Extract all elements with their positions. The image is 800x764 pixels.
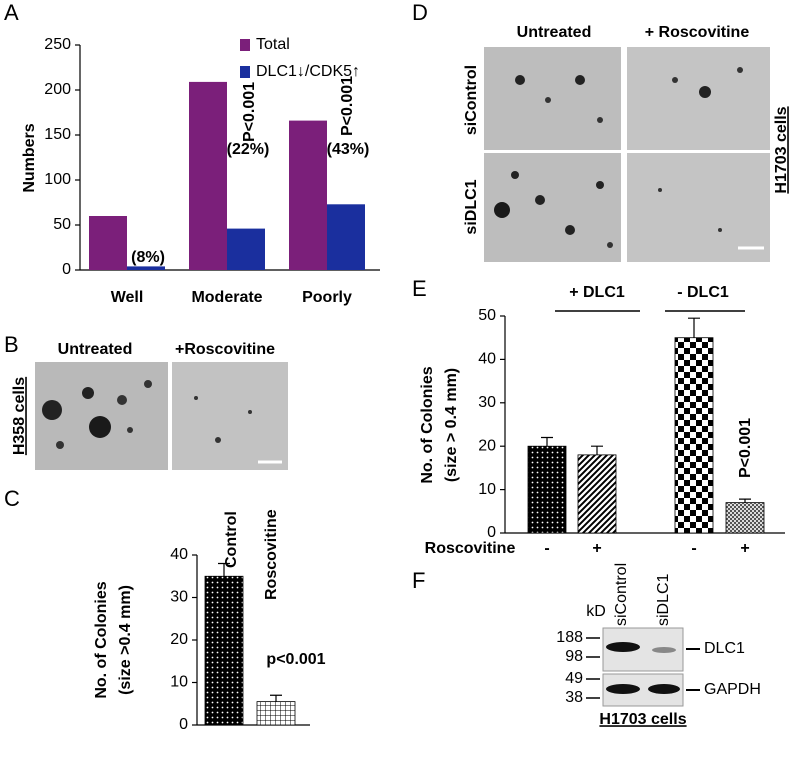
y-tick-label: 250 bbox=[44, 36, 71, 53]
bar bbox=[674, 337, 714, 534]
annotation: P<0.001 bbox=[339, 76, 356, 136]
x-tick-label: - bbox=[691, 540, 696, 557]
y-tick-label: 30 bbox=[170, 589, 188, 606]
legend-swatch bbox=[240, 66, 250, 78]
annotation: (22%) bbox=[227, 141, 270, 158]
micrograph bbox=[484, 153, 621, 262]
y-axis-label: (size > 0.4 mm) bbox=[443, 368, 460, 482]
column-label: Untreated bbox=[517, 24, 592, 41]
panel-label: D bbox=[412, 0, 428, 25]
y-tick-label: 100 bbox=[44, 171, 71, 188]
y-tick-label: 200 bbox=[44, 81, 71, 98]
bar bbox=[204, 575, 244, 726]
x-axis-label: Roscovitine bbox=[425, 540, 516, 557]
error-bar bbox=[270, 694, 282, 702]
column-label: Untreated bbox=[58, 341, 133, 358]
bar bbox=[89, 216, 127, 270]
x-tick-label: + bbox=[740, 540, 749, 557]
marker-label: 38 bbox=[565, 689, 583, 706]
lane-label: siControl bbox=[613, 563, 630, 626]
error-bar bbox=[218, 562, 230, 577]
y-axis-label: Numbers bbox=[21, 123, 38, 192]
annotation: (8%) bbox=[131, 249, 165, 266]
y-tick-label: 10 bbox=[170, 674, 188, 691]
y-tick-label: 0 bbox=[179, 716, 188, 733]
micrograph bbox=[627, 153, 770, 262]
y-tick-label: 20 bbox=[478, 437, 496, 454]
y-tick-label: 150 bbox=[44, 126, 71, 143]
annotation: P<0.001 bbox=[737, 418, 754, 478]
marker-label: 188 bbox=[556, 629, 583, 646]
lane-label: siDLC1 bbox=[655, 573, 672, 626]
row-label: siDLC1 bbox=[463, 179, 480, 234]
y-tick-label: 40 bbox=[170, 546, 188, 563]
y-axis-label: (size >0.4 mm) bbox=[117, 585, 134, 695]
row-label: siControl bbox=[463, 65, 480, 135]
x-tick-label: Roscovitine bbox=[263, 509, 280, 600]
x-tick-label: Moderate bbox=[191, 289, 262, 306]
y-axis-label: No. of Colonies bbox=[93, 581, 110, 698]
x-tick-label: - bbox=[544, 540, 549, 557]
y-tick-label: 50 bbox=[478, 307, 496, 324]
panel-label: B bbox=[4, 332, 19, 357]
legend-label: DLC1↓/CDK5↑ bbox=[256, 63, 360, 80]
micrograph bbox=[627, 47, 770, 150]
bar bbox=[127, 266, 165, 270]
group-label: - DLC1 bbox=[677, 284, 729, 301]
micrograph bbox=[35, 362, 168, 470]
blot bbox=[586, 627, 700, 707]
cell-line-label: H358 cells bbox=[11, 377, 28, 455]
panel-label: F bbox=[412, 568, 425, 593]
legend-label: Total bbox=[256, 36, 290, 53]
column-label: +Roscovitine bbox=[175, 341, 275, 358]
error-bar bbox=[739, 498, 751, 503]
bar bbox=[227, 228, 265, 270]
group-label: + DLC1 bbox=[569, 284, 625, 301]
y-axis-label: No. of Colonies bbox=[419, 366, 436, 483]
x-tick-label: Poorly bbox=[302, 289, 352, 306]
bar bbox=[327, 204, 365, 270]
y-tick-label: 40 bbox=[478, 351, 496, 368]
bar bbox=[527, 445, 567, 534]
cell-line-label: H1703 cells bbox=[599, 711, 686, 728]
marker-label: 98 bbox=[565, 648, 583, 665]
band-label: GAPDH bbox=[704, 681, 761, 698]
panel-label: E bbox=[412, 276, 427, 301]
bar bbox=[577, 454, 617, 534]
y-tick-label: 20 bbox=[170, 631, 188, 648]
bar bbox=[256, 701, 296, 726]
annotation: p<0.001 bbox=[266, 651, 325, 668]
marker-label: 49 bbox=[565, 670, 583, 687]
annotation: (43%) bbox=[327, 141, 370, 158]
bar bbox=[289, 120, 327, 270]
error-bar bbox=[541, 436, 553, 447]
y-tick-label: 0 bbox=[62, 261, 71, 278]
error-bar bbox=[688, 317, 700, 338]
legend-swatch bbox=[240, 39, 250, 51]
bar bbox=[725, 502, 765, 534]
micrograph bbox=[484, 47, 621, 150]
bar bbox=[189, 81, 227, 271]
micrograph bbox=[172, 362, 288, 470]
cell-line-label: H1703 cells bbox=[773, 106, 790, 193]
x-tick-label: + bbox=[592, 540, 601, 557]
band-label: DLC1 bbox=[704, 640, 745, 657]
y-tick-label: 50 bbox=[53, 216, 71, 233]
y-tick-label: 30 bbox=[478, 394, 496, 411]
y-tick-label: 10 bbox=[478, 481, 496, 498]
y-tick-label: 0 bbox=[487, 524, 496, 541]
x-tick-label: Well bbox=[111, 289, 144, 306]
unit-label: kD bbox=[586, 603, 606, 620]
panel-label: C bbox=[4, 486, 20, 511]
panel-label: A bbox=[4, 0, 19, 25]
annotation: P<0.001 bbox=[241, 82, 258, 142]
x-tick-label: Control bbox=[223, 511, 240, 568]
column-label: + Roscovitine bbox=[645, 24, 750, 41]
error-bar bbox=[591, 445, 603, 455]
